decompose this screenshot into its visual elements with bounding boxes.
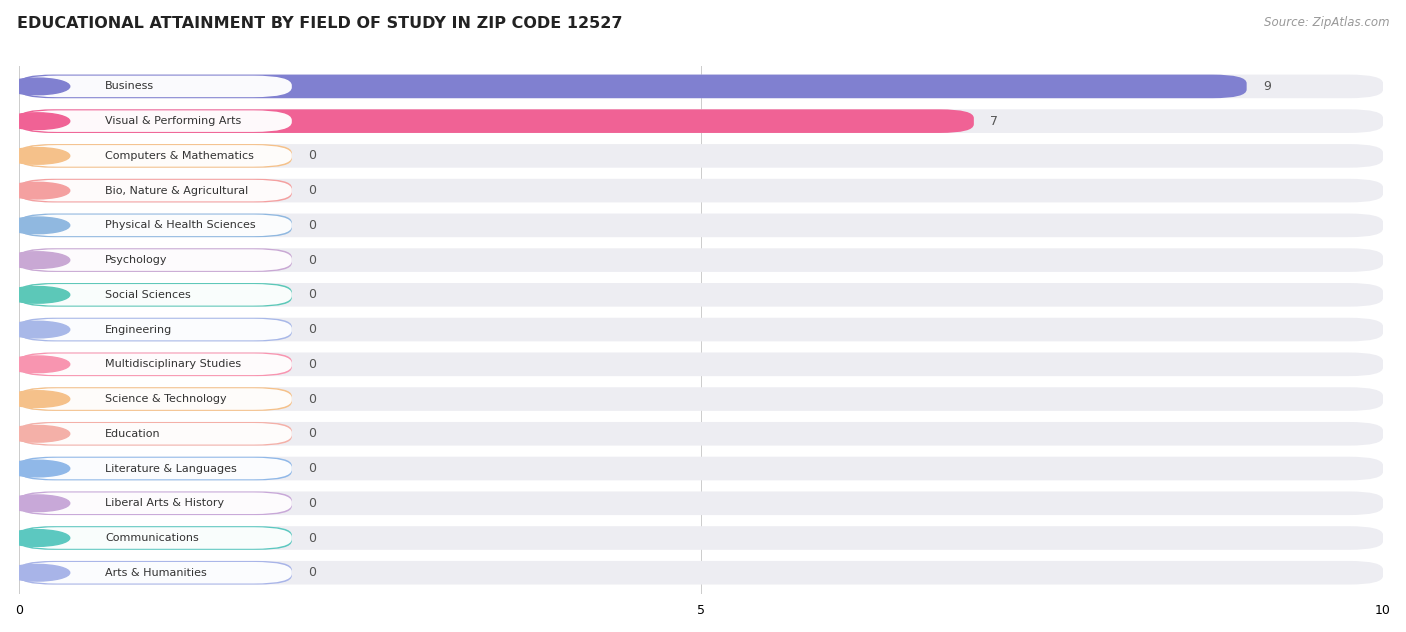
Circle shape [4,286,70,303]
FancyBboxPatch shape [20,561,1384,585]
FancyBboxPatch shape [20,75,1384,98]
Text: 0: 0 [308,288,316,301]
FancyBboxPatch shape [20,561,292,585]
Circle shape [4,530,70,546]
FancyBboxPatch shape [20,283,292,307]
FancyBboxPatch shape [20,179,1384,202]
Text: Social Sciences: Social Sciences [105,290,191,300]
Text: 0: 0 [308,427,316,441]
FancyBboxPatch shape [20,111,292,132]
FancyBboxPatch shape [20,353,292,375]
Text: Engineering: Engineering [105,325,172,334]
FancyBboxPatch shape [20,144,292,167]
Circle shape [4,78,70,95]
Circle shape [4,321,70,338]
Text: 0: 0 [308,184,316,197]
Text: Science & Technology: Science & Technology [105,394,226,404]
FancyBboxPatch shape [20,492,1384,515]
Text: Business: Business [105,82,155,92]
Text: 0: 0 [308,462,316,475]
Text: 0: 0 [308,323,316,336]
Text: 0: 0 [308,253,316,267]
FancyBboxPatch shape [20,284,292,306]
Text: Education: Education [105,428,160,439]
FancyBboxPatch shape [20,492,292,515]
FancyBboxPatch shape [20,526,292,550]
FancyBboxPatch shape [20,283,1384,307]
FancyBboxPatch shape [20,318,292,341]
FancyBboxPatch shape [20,319,292,341]
FancyBboxPatch shape [20,248,1384,272]
Text: 0: 0 [308,566,316,580]
FancyBboxPatch shape [20,422,1384,446]
Text: 0: 0 [308,497,316,510]
Text: Literature & Languages: Literature & Languages [105,463,236,473]
FancyBboxPatch shape [20,318,1384,341]
Text: Arts & Humanities: Arts & Humanities [105,568,207,578]
Text: Psychology: Psychology [105,255,167,265]
Text: Visual & Performing Arts: Visual & Performing Arts [105,116,242,126]
FancyBboxPatch shape [20,388,292,410]
Circle shape [4,252,70,269]
Circle shape [4,564,70,581]
Text: 7: 7 [990,114,998,128]
Circle shape [4,217,70,234]
FancyBboxPatch shape [20,353,292,376]
FancyBboxPatch shape [20,109,974,133]
Text: 0: 0 [308,392,316,406]
FancyBboxPatch shape [20,492,292,514]
Text: Liberal Arts & History: Liberal Arts & History [105,498,224,508]
FancyBboxPatch shape [20,76,292,97]
FancyBboxPatch shape [20,527,292,549]
FancyBboxPatch shape [20,248,292,272]
Text: EDUCATIONAL ATTAINMENT BY FIELD OF STUDY IN ZIP CODE 12527: EDUCATIONAL ATTAINMENT BY FIELD OF STUDY… [17,16,623,31]
FancyBboxPatch shape [20,457,1384,480]
FancyBboxPatch shape [20,387,1384,411]
FancyBboxPatch shape [20,215,292,236]
Circle shape [4,460,70,477]
FancyBboxPatch shape [20,458,292,479]
Circle shape [4,182,70,199]
Circle shape [4,112,70,130]
Circle shape [4,425,70,442]
Circle shape [4,391,70,408]
Circle shape [4,147,70,164]
Text: 0: 0 [308,219,316,232]
FancyBboxPatch shape [20,387,292,411]
FancyBboxPatch shape [20,422,292,446]
Text: Physical & Health Sciences: Physical & Health Sciences [105,221,256,230]
FancyBboxPatch shape [20,179,292,202]
Text: 9: 9 [1263,80,1271,93]
Text: Computers & Mathematics: Computers & Mathematics [105,151,254,161]
FancyBboxPatch shape [20,562,292,583]
FancyBboxPatch shape [20,214,1384,237]
FancyBboxPatch shape [20,423,292,444]
Text: Communications: Communications [105,533,198,543]
FancyBboxPatch shape [20,250,292,271]
FancyBboxPatch shape [20,180,292,202]
Text: Source: ZipAtlas.com: Source: ZipAtlas.com [1264,16,1389,29]
FancyBboxPatch shape [20,353,1384,376]
Circle shape [4,356,70,373]
Text: Bio, Nature & Agricultural: Bio, Nature & Agricultural [105,186,249,196]
FancyBboxPatch shape [20,109,1384,133]
Text: 0: 0 [308,358,316,371]
FancyBboxPatch shape [20,75,1247,98]
FancyBboxPatch shape [20,145,292,167]
Text: 0: 0 [308,149,316,162]
FancyBboxPatch shape [20,526,1384,550]
FancyBboxPatch shape [20,144,1384,167]
Text: Multidisciplinary Studies: Multidisciplinary Studies [105,360,240,369]
FancyBboxPatch shape [20,457,292,480]
Text: 0: 0 [308,532,316,545]
FancyBboxPatch shape [20,214,292,237]
Circle shape [4,495,70,511]
